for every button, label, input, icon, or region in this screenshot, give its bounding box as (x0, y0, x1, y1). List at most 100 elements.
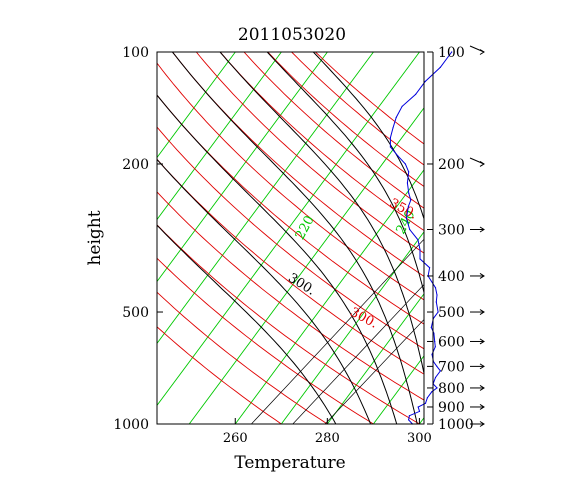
dry-adiabat-310 (157, 191, 424, 401)
moist-adiabat-380 (219, 52, 424, 376)
sounding-point (389, 146, 391, 148)
sounding-point (408, 415, 410, 417)
moist-adiabat-300 (157, 224, 337, 424)
dry-adiabat-380 (219, 52, 424, 232)
right-tick-label: 1000 (438, 417, 474, 433)
sounding-point (439, 66, 441, 68)
sounding-point (437, 311, 439, 313)
dry-adiabat-320 (157, 158, 424, 375)
sounding-point (408, 171, 410, 173)
left-tick-label: 200 (122, 157, 149, 173)
mixing-ratio-line (324, 318, 424, 424)
dry-adiabat-400 (267, 52, 424, 188)
y-axis-label: height (85, 210, 105, 265)
right-tick-label: 100 (438, 45, 465, 61)
wind-barb-head (479, 49, 485, 55)
sounding-point (408, 192, 410, 194)
sounding-point (405, 217, 407, 219)
left-pressure-axis: 100 200 500 1000 (113, 45, 163, 433)
mixing-ratio-line (292, 284, 424, 424)
sounding-point (395, 116, 397, 119)
wind-barb-head (479, 273, 485, 279)
sounding-point (434, 287, 437, 289)
mixing-ratio-label: 10.0 (503, 212, 526, 244)
sounding-point (433, 332, 435, 334)
sounding-point (426, 397, 428, 399)
sounding-point (417, 406, 419, 408)
sounding-point (419, 258, 421, 260)
left-tick-label: 500 (122, 305, 149, 321)
dry-adiabat-410 (291, 52, 424, 166)
wind-barb-head (479, 226, 485, 233)
right-tick-label: 900 (438, 400, 465, 416)
moist-adiabat-420 (312, 52, 424, 221)
dry-adiabat-290 (157, 257, 374, 424)
moist-adiabat-320 (157, 158, 372, 424)
mixing-ratio-lines (251, 238, 424, 424)
wind-barb-head (479, 404, 485, 410)
sounding-point (439, 370, 441, 372)
dry-adiabat-270 (157, 326, 282, 424)
isotherm-230 (157, 52, 374, 345)
dry-adiabat-label: 400. (516, 137, 549, 164)
right-tick-label: 500 (438, 305, 465, 321)
mixing-ratio-label: 5.00 (466, 210, 489, 242)
sounding-point (430, 326, 432, 328)
right-tick-label: 300 (438, 222, 465, 238)
isotherm-290 (373, 355, 424, 424)
sounding-point (431, 353, 433, 355)
dry-adiabat-330 (157, 126, 424, 350)
isotherm-250 (188, 107, 424, 424)
x-axis-label: Temperature (234, 453, 345, 473)
dry-adiabat-280 (157, 291, 328, 424)
dry-adiabat-350 (157, 62, 424, 301)
dry-adiabat-390 (243, 52, 424, 209)
left-tick-label: 100 (122, 45, 149, 61)
sounding-point (424, 402, 427, 404)
sounding-point (409, 228, 411, 231)
sounding-point (436, 387, 438, 389)
moist-adiabat-360 (172, 52, 418, 424)
sounding-point (401, 105, 403, 107)
isotherm-220 (157, 52, 328, 283)
isotherm-label: 280 (512, 260, 537, 289)
right-tick-label: 200 (438, 157, 465, 173)
moist-adiabat-400 (266, 52, 424, 295)
mixing-ratio-label: 15.0 (537, 212, 560, 244)
chart-title: 2011053020 (238, 25, 346, 45)
right-tick-label: 800 (438, 381, 465, 397)
right-tick-label: 700 (438, 359, 465, 375)
moist-adiabat-lines (157, 52, 424, 424)
sounding-point (397, 155, 399, 157)
sounding-point (410, 199, 412, 201)
right-tick-label: 400 (438, 269, 465, 285)
moist-adiabat-label: 300. (285, 271, 318, 299)
wind-barb-head (479, 309, 485, 315)
sounding-point (404, 163, 406, 165)
x-axis-ticks: 260 280 300 (223, 418, 432, 446)
sounding-point (431, 391, 433, 393)
sounding-point (419, 249, 421, 251)
plot-frame (156, 51, 425, 425)
x-tick-label: 280 (315, 431, 340, 446)
moist-adiabat-340 (157, 94, 398, 424)
sounding-point (451, 51, 453, 53)
right-tick-label: 600 (438, 334, 465, 350)
mixing-ratio-line (251, 238, 424, 424)
wind-barb-head (479, 421, 485, 427)
sounding-point (436, 294, 438, 296)
sounding-point (392, 127, 394, 129)
sounding-point (389, 137, 391, 139)
isotherm-270 (280, 231, 424, 424)
isotherm-240 (157, 52, 420, 407)
wind-barbs (469, 45, 485, 427)
sounding-point (434, 376, 437, 379)
sounding-point (429, 267, 431, 269)
isotherm-280 (326, 293, 424, 424)
sounding-point (424, 80, 426, 83)
isotherm-310 (465, 52, 563, 424)
dry-adiabat-420 (315, 52, 424, 145)
dry-adiabat-370 (195, 52, 424, 254)
